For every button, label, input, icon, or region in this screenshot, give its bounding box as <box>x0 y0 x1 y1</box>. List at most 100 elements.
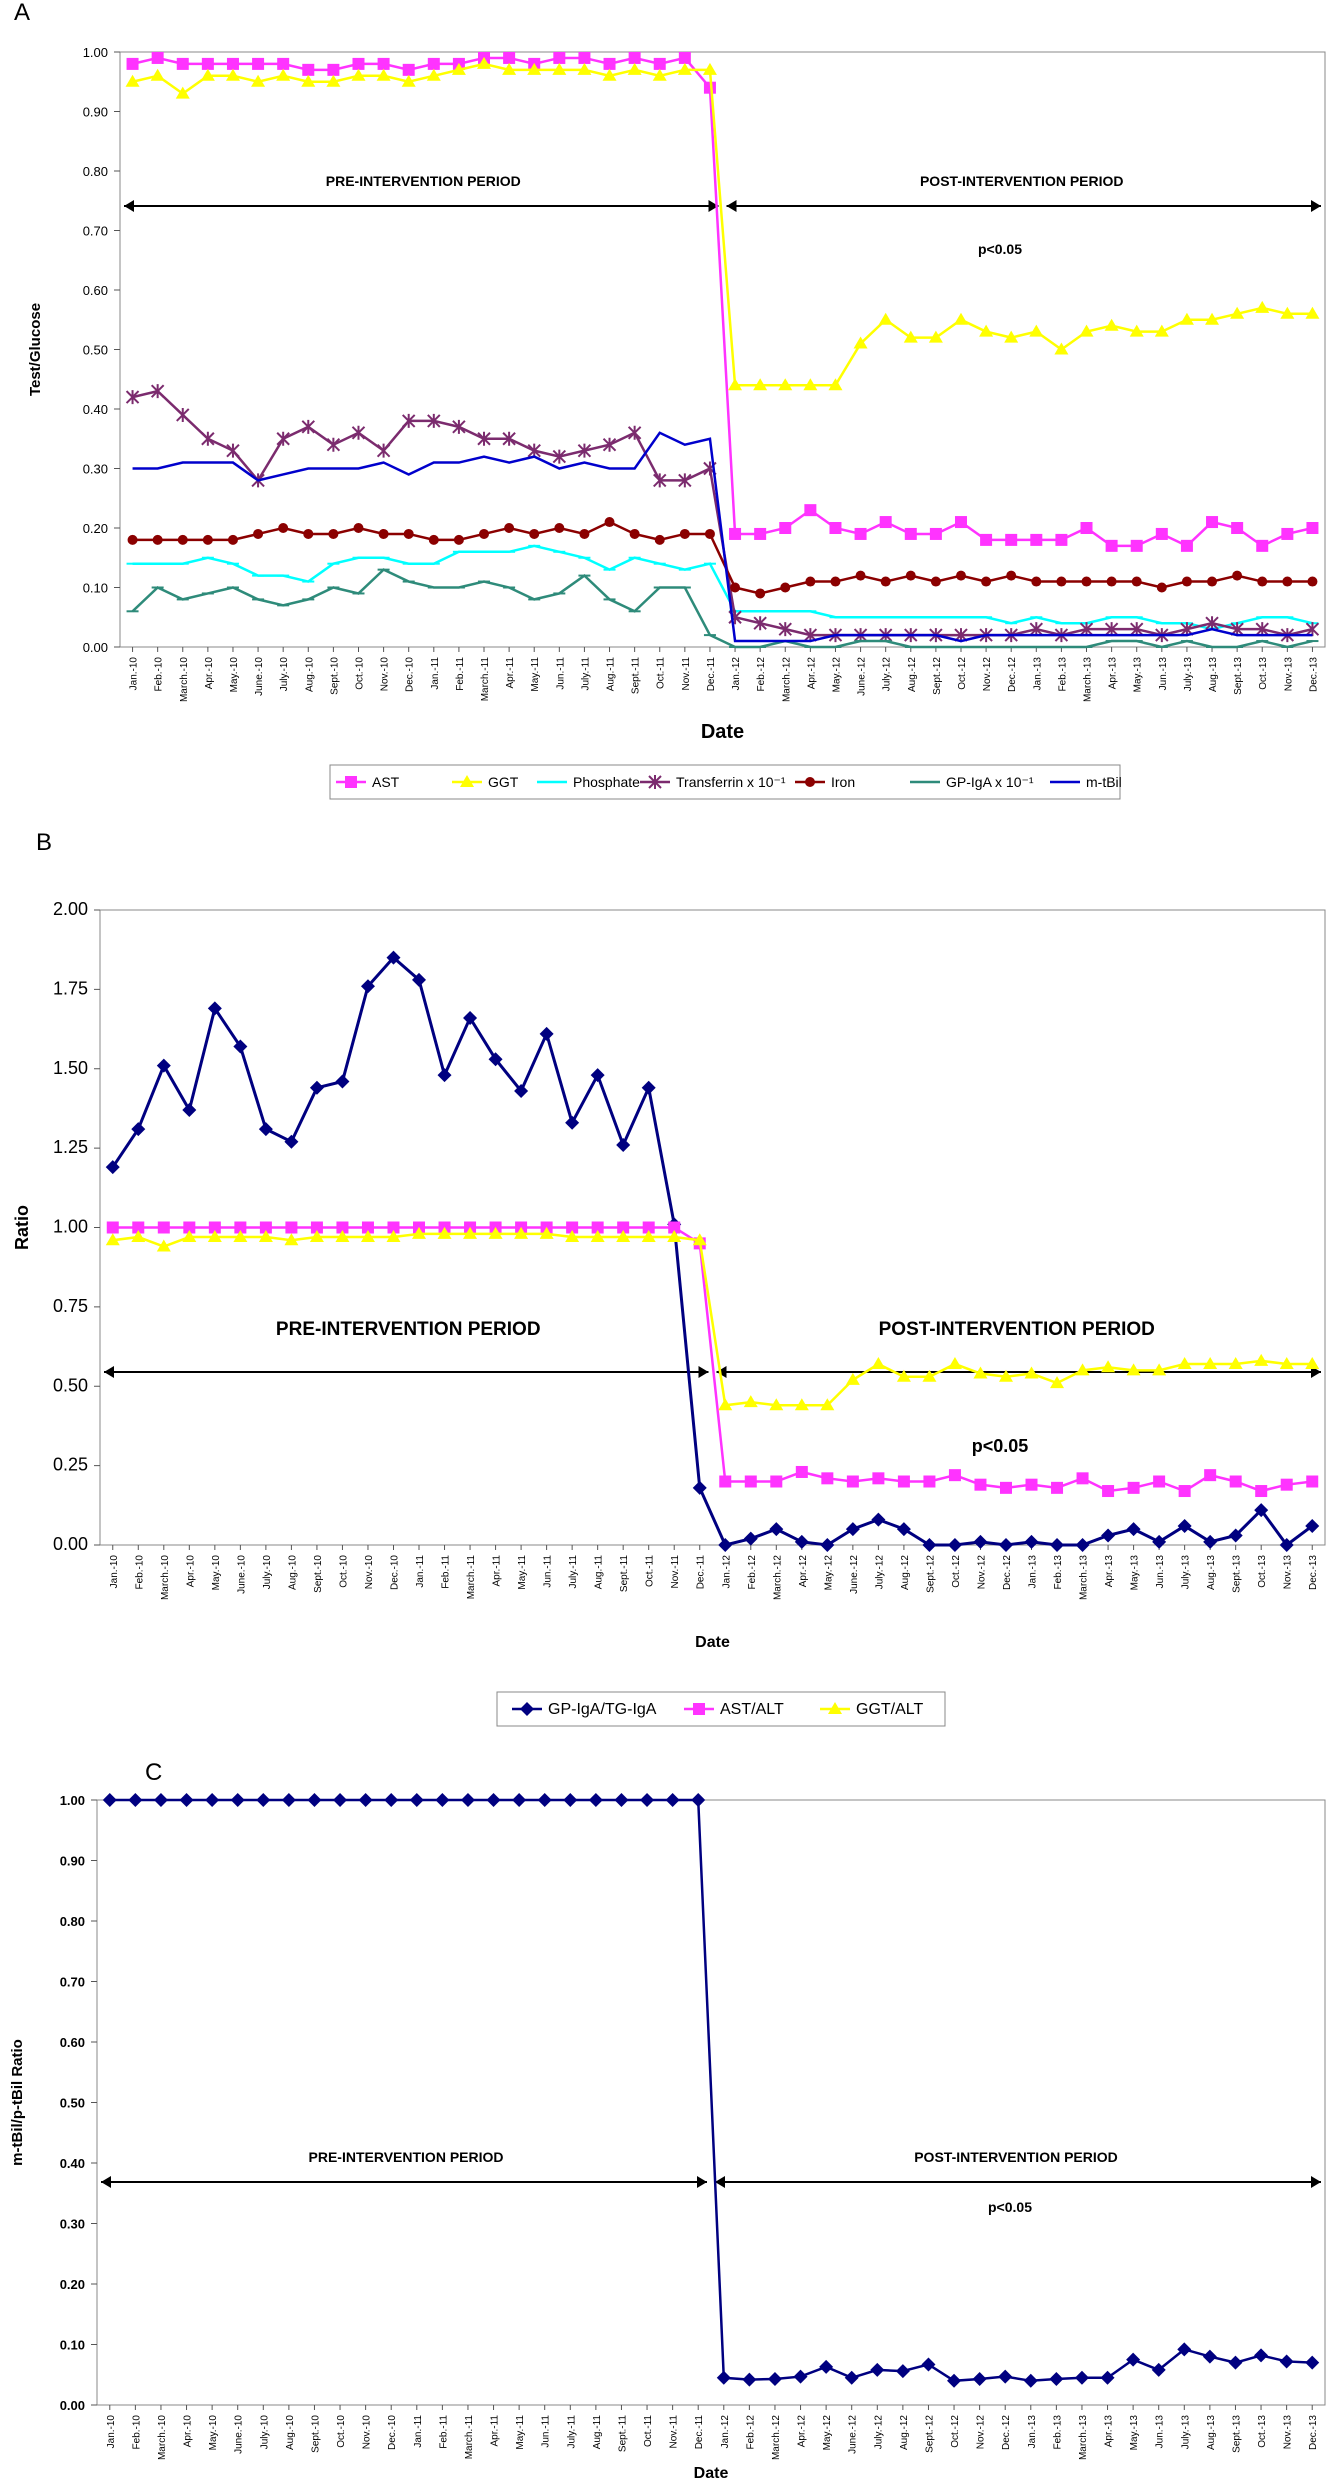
data-point <box>177 534 188 545</box>
y-tick-label: 0.00 <box>53 1534 88 1554</box>
data-point <box>998 2369 1013 2384</box>
data-point <box>641 1230 656 1243</box>
data-point <box>729 527 742 540</box>
data-point <box>106 1221 119 1234</box>
x-tick-label: Sept.-13 <box>1231 2415 1242 2453</box>
data-point <box>358 1793 373 1807</box>
data-point <box>463 1010 478 1025</box>
data-point <box>604 517 615 528</box>
x-tick-label: Feb.-11 <box>455 657 466 691</box>
y-tick-label: 0.60 <box>83 283 108 298</box>
data-point <box>1257 576 1268 587</box>
data-point <box>854 527 867 540</box>
data-point <box>387 1221 400 1234</box>
x-tick-label: Sept.-12 <box>925 1555 936 1593</box>
x-tick-label: Apr.-10 <box>204 657 215 690</box>
x-tick-label: Jan.-13 <box>1032 657 1043 691</box>
x-tick-label: Oct.-13 <box>1258 657 1269 690</box>
y-tick-label: 0.30 <box>83 462 108 477</box>
data-point <box>426 68 441 81</box>
data-point <box>1151 2362 1166 2377</box>
data-point <box>1255 622 1269 637</box>
y-tick-label: 0.70 <box>60 1975 85 1990</box>
data-point <box>998 1369 1013 1382</box>
data-point <box>479 528 490 539</box>
x-tick-label: June.-10 <box>254 657 265 696</box>
x-tick-label: Nov.-13 <box>1283 2415 1294 2450</box>
x-tick-label: Jan.-11 <box>413 2415 424 2448</box>
data-point <box>386 1230 401 1243</box>
data-point <box>805 576 816 587</box>
x-tick-label: Sept.-13 <box>1232 1555 1243 1593</box>
arrowhead <box>101 2176 111 2188</box>
data-point <box>1049 2371 1064 2386</box>
data-point <box>539 1026 554 1041</box>
data-point <box>409 1793 424 1807</box>
data-point <box>150 384 165 399</box>
data-point <box>361 1221 374 1234</box>
data-point <box>579 528 590 539</box>
x-tick-label: March.-12 <box>771 2415 782 2460</box>
data-point <box>512 1793 527 1807</box>
data-point <box>207 1001 222 1016</box>
data-point <box>157 1221 170 1234</box>
data-point <box>692 1480 707 1495</box>
x-tick-label: May.-12 <box>822 2415 833 2451</box>
data-point <box>930 576 941 587</box>
legend-entry-label: Iron <box>831 774 855 790</box>
data-point <box>855 570 866 581</box>
arrowhead <box>698 1366 709 1378</box>
panel-label: C <box>145 1759 162 1786</box>
data-point <box>301 74 316 87</box>
x-tick-label: March.-12 <box>772 1555 783 1600</box>
data-point <box>1075 1363 1090 1376</box>
x-tick-label: Dec.-13 <box>1308 2415 1319 2450</box>
x-tick-label: Oct.-13 <box>1257 1555 1268 1588</box>
data-point <box>794 1534 809 1549</box>
x-tick-label: Aug.-12 <box>907 657 918 692</box>
data-point <box>1076 1472 1089 1485</box>
x-tick-label: Oct.-10 <box>354 657 365 690</box>
x-tick-label: May.-11 <box>517 1555 528 1590</box>
x-tick-label: Nov.-12 <box>976 1555 987 1590</box>
data-point <box>1305 622 1320 637</box>
data-point <box>653 473 667 488</box>
x-tick-label: Sept.-11 <box>631 657 642 694</box>
data-point <box>333 1793 348 1807</box>
x-tick-label: Jun.-13 <box>1155 1555 1166 1589</box>
data-point <box>225 68 240 81</box>
data-point <box>616 1230 631 1243</box>
x-tick-label: Jun.-13 <box>1158 657 1169 691</box>
data-point <box>830 576 841 587</box>
data-point <box>451 62 466 75</box>
data-point <box>778 622 792 637</box>
data-point <box>376 68 391 81</box>
x-tick-label: July.-11 <box>568 1555 579 1589</box>
data-point <box>718 1398 733 1411</box>
x-tick-label: June.-12 <box>857 657 868 696</box>
data-point <box>1282 576 1293 587</box>
legend-entry-label: GGT <box>488 774 519 790</box>
data-point <box>1281 527 1294 540</box>
data-point <box>1254 1353 1269 1366</box>
series-ast-alt <box>106 1221 1319 1498</box>
x-tick-label: March.-13 <box>1079 1555 1090 1600</box>
data-point <box>1126 2352 1141 2367</box>
data-point <box>376 443 391 458</box>
data-point <box>435 1793 450 1807</box>
pre-intervention-label: PRE-INTERVENTION PERIOD <box>309 2149 504 2165</box>
x-tick-label: Apr.-10 <box>183 2415 194 2448</box>
data-point <box>1254 2348 1269 2363</box>
data-point <box>652 68 667 81</box>
data-point <box>1075 1538 1090 1552</box>
x-tick-label: Apr.-12 <box>806 657 817 690</box>
y-tick-label: 0.50 <box>60 2096 85 2111</box>
data-point <box>1006 570 1017 581</box>
data-point <box>1228 2355 1243 2370</box>
data-point <box>565 1115 580 1130</box>
x-tick-label: July.-10 <box>262 1555 273 1590</box>
x-tick-label: May.-13 <box>1130 1555 1141 1591</box>
post-intervention-label: POST-INTERVENTION PERIOD <box>920 173 1124 189</box>
data-point <box>1203 1357 1218 1370</box>
x-tick-label: Feb.-10 <box>131 2415 142 2450</box>
